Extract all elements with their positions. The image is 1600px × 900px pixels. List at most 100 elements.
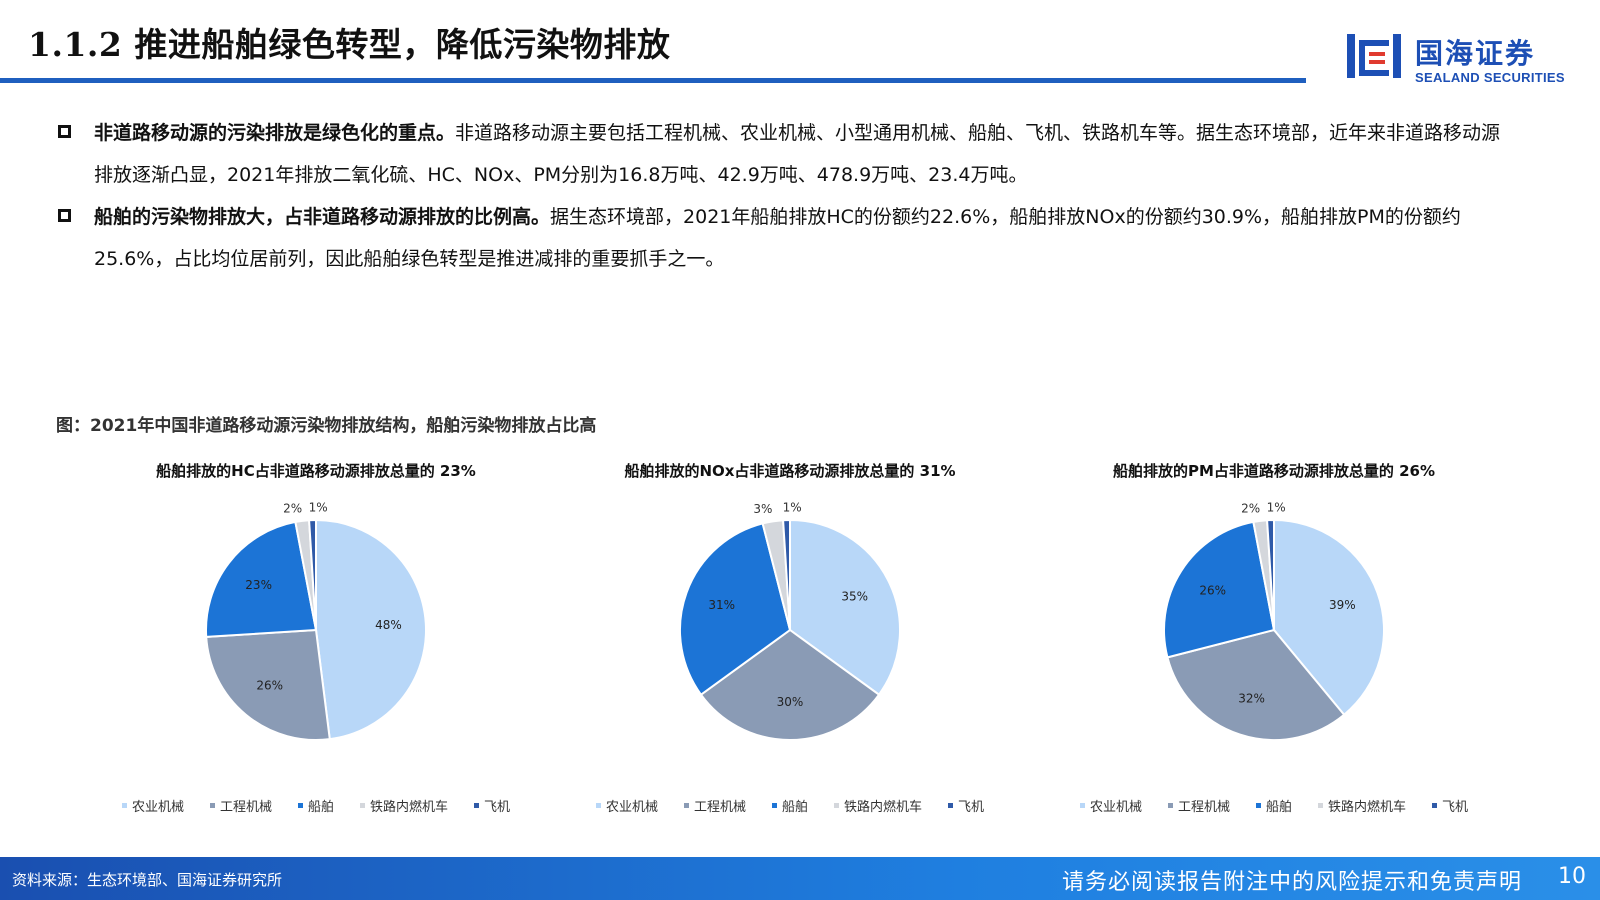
source-note: 资料来源：生态环境部、国海证券研究所 <box>12 871 283 889</box>
pie-slice-工程机械 <box>205 628 331 741</box>
pie-slice-工程机械 <box>699 628 881 741</box>
pie-slice-船舶 <box>1163 520 1276 659</box>
legend-label: 工程机械 <box>693 800 746 815</box>
pie-slice-飞机 <box>1266 518 1275 631</box>
pie-slice-农业机械 <box>1273 518 1385 717</box>
legend-item: 飞机 <box>1432 796 1468 815</box>
bullet-list: 非道路移动源的污染排放是绿色化的重点。非道路移动源主要包括工程机械、农业机械、小… <box>58 112 1518 280</box>
legend-item: 铁路内燃机车 <box>1318 796 1406 815</box>
pie-legend: 农业机械 工程机械 船舶 铁路内燃机车 飞机 <box>1024 796 1524 815</box>
legend-swatch <box>948 803 954 808</box>
legend-swatch <box>1255 803 1261 808</box>
pie-data-label: 3% <box>753 502 772 516</box>
title-underline <box>0 78 1306 83</box>
pie-chart-nox: 船舶排放的NOx占非道路移动源排放总量的 31% 35% 30% 31% 3% 1% 农… <box>540 460 1040 820</box>
pie-slice-船舶 <box>679 522 792 697</box>
legend-swatch <box>595 803 601 808</box>
pie-data-label: 2% <box>1241 501 1260 515</box>
legend-swatch <box>209 803 215 808</box>
pie-data-label: 1% <box>309 501 328 515</box>
pie-data-label: 35% <box>841 590 868 604</box>
legend-label: 铁路内燃机车 <box>1328 800 1407 815</box>
legend-item: 船舶 <box>1255 796 1292 815</box>
figure-caption: 图：2021年中国非道路移动源污染物排放结构，船舶污染物排放占比高 <box>56 416 597 436</box>
legend-label: 船舶 <box>1265 800 1292 815</box>
pie-svg: 35% 30% 31% 3% 1% <box>679 501 901 741</box>
pie-chart-hc: 船舶排放的HC占非道路移动源排放总量的 23% 48% 26% 23% 2% 1% 农业… <box>66 460 566 820</box>
pie-slice-飞机 <box>308 518 317 631</box>
pie-svg: 39% 32% 26% 2% 1% <box>1163 501 1385 741</box>
page-number: 10 <box>1558 864 1586 889</box>
legend-swatch <box>834 803 839 808</box>
legend-label: 船舶 <box>781 800 808 815</box>
legend-item: 农业机械 <box>121 796 184 815</box>
pie-data-label: 2% <box>283 501 302 515</box>
legend-item: 铁路内燃机车 <box>834 796 922 815</box>
legend-label: 工程机械 <box>219 800 272 815</box>
pie-slice-船舶 <box>205 520 318 638</box>
pie-svg: 48% 26% 23% 2% 1% <box>205 501 427 741</box>
pie-data-label: 26% <box>1199 584 1226 598</box>
pie-slice-飞机 <box>782 518 791 631</box>
pie-title: 船舶排放的NOx占非道路移动源排放总量的 31% <box>624 462 956 480</box>
legend-swatch <box>360 803 365 808</box>
logo-mark-icon <box>1347 34 1401 78</box>
legend-swatch <box>1432 803 1438 808</box>
pie-data-label: 30% <box>777 695 804 709</box>
pie-data-label: 1% <box>783 501 802 515</box>
legend-item: 飞机 <box>474 796 510 815</box>
legend-item: 农业机械 <box>1079 796 1142 815</box>
legend-swatch <box>297 803 303 808</box>
bullet-1-text: 非道路移动源主要包括工程机械、农业机械、小型通用机械、船舶、飞机、铁路机车等。据… <box>94 122 1501 186</box>
bullet-square-icon <box>58 125 71 138</box>
pie-slice-工程机械 <box>1166 628 1346 741</box>
legend-label: 飞机 <box>484 800 511 815</box>
legend-swatch <box>121 803 127 808</box>
legend-item: 船舶 <box>297 796 334 815</box>
pie-data-label: 26% <box>256 678 283 692</box>
legend-item: 飞机 <box>948 796 984 815</box>
legend-label: 农业机械 <box>1089 800 1142 815</box>
legend-swatch <box>1167 803 1173 808</box>
pie-legend: 农业机械 工程机械 船舶 铁路内燃机车 飞机 <box>540 796 1040 815</box>
legend-item: 工程机械 <box>1167 796 1230 815</box>
bullet-item-2: 船舶的污染物排放大，占非道路移动源排放的比例高。据生态环境部，2021年船舶排放… <box>58 196 1518 280</box>
legend-swatch <box>771 803 777 808</box>
pie-data-label: 48% <box>375 618 402 632</box>
footer-bar: 资料来源：生态环境部、国海证券研究所 请务必阅读报告附注中的风险提示和免责声明 … <box>0 857 1600 900</box>
pie-title: 船舶排放的PM占非道路移动源排放总量的 26% <box>1112 462 1436 480</box>
legend-item: 船舶 <box>771 796 808 815</box>
legend-label: 工程机械 <box>1177 800 1230 815</box>
legend-swatch <box>1079 803 1085 808</box>
pie-data-label: 32% <box>1238 692 1265 706</box>
company-logo: 国海证券 SEALAND SECURITIES <box>1343 30 1573 90</box>
pie-data-label: 39% <box>1329 598 1356 612</box>
legend-swatch <box>683 803 689 808</box>
legend-label: 农业机械 <box>131 800 184 815</box>
bullet-square-icon <box>58 209 71 222</box>
legend-label: 铁路内燃机车 <box>370 800 449 815</box>
pie-slice-农业机械 <box>315 518 427 741</box>
pie-title: 船舶排放的HC占非道路移动源排放总量的 23% <box>156 462 476 480</box>
legend-swatch <box>474 803 480 808</box>
legend-label: 农业机械 <box>605 800 658 815</box>
pie-data-label: 23% <box>245 578 272 592</box>
legend-item: 工程机械 <box>209 796 272 815</box>
pie-slice-农业机械 <box>789 518 901 697</box>
legend-swatch <box>1318 803 1323 808</box>
bullet-item-1: 非道路移动源的污染排放是绿色化的重点。非道路移动源主要包括工程机械、农业机械、小… <box>58 112 1518 196</box>
legend-label: 飞机 <box>958 800 985 815</box>
pie-data-label: 31% <box>708 598 735 612</box>
legend-label: 铁路内燃机车 <box>844 800 923 815</box>
bullet-1-heading: 非道路移动源的污染排放是绿色化的重点。 <box>94 122 456 144</box>
pie-chart-pm: 船舶排放的PM占非道路移动源排放总量的 26% 39% 32% 26% 2% 1% 农业… <box>1024 460 1524 820</box>
legend-label: 飞机 <box>1442 800 1469 815</box>
bullet-2-heading: 船舶的污染物排放大，占非道路移动源排放的比例高。 <box>94 206 551 228</box>
legend-item: 铁路内燃机车 <box>360 796 448 815</box>
pie-data-label: 1% <box>1267 501 1286 515</box>
legend-label: 船舶 <box>307 800 334 815</box>
logo-text-en: SEALAND SECURITIES <box>1415 70 1565 85</box>
disclaimer-text: 请务必阅读报告附注中的风险提示和免责声明 <box>1061 870 1522 895</box>
pie-legend: 农业机械 工程机械 船舶 铁路内燃机车 飞机 <box>66 796 566 815</box>
bullet-2-text: 据生态环境部，2021年船舶排放HC的份额约22.6%，船舶排放NOx的份额约3… <box>94 206 1461 270</box>
